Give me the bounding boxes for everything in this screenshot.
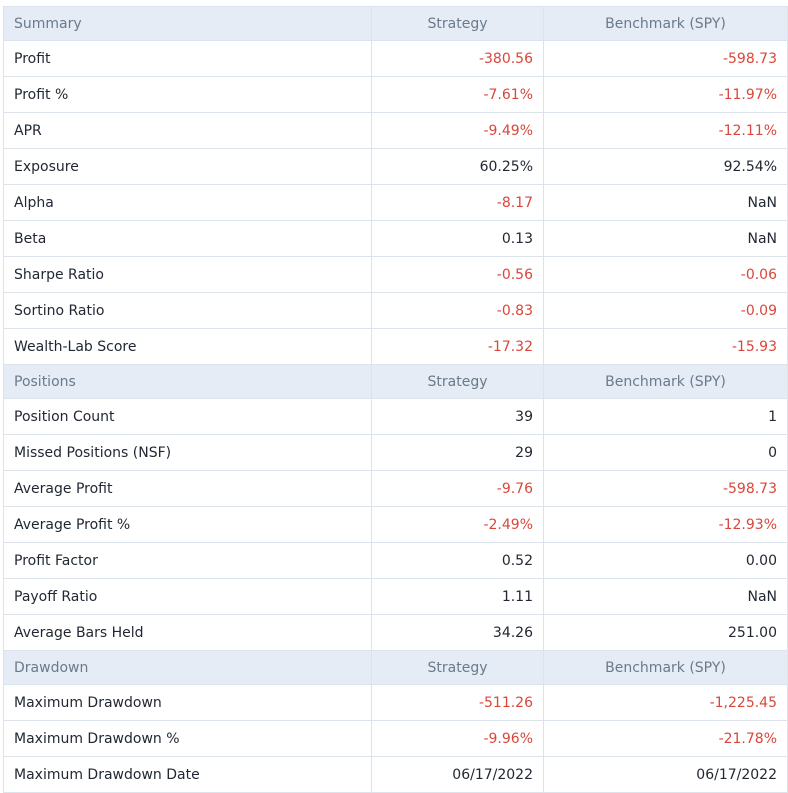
- strategy-value: -0.56: [371, 256, 544, 293]
- strategy-value: 0.13: [371, 220, 544, 257]
- column-header-strategy: Strategy: [371, 6, 544, 41]
- benchmark-value: 1: [543, 398, 788, 435]
- metric-label: Profit %: [3, 76, 372, 113]
- metric-label: Maximum Drawdown %: [3, 720, 372, 757]
- benchmark-value: -0.09: [543, 292, 788, 329]
- benchmark-value: -15.93: [543, 328, 788, 365]
- metric-label: Payoff Ratio: [3, 578, 372, 615]
- metric-label: Average Profit: [3, 470, 372, 507]
- table-row: Payoff Ratio 1.11 NaN: [3, 578, 788, 615]
- column-header-strategy: Strategy: [371, 364, 544, 399]
- table-row: Sharpe Ratio -0.56 -0.06: [3, 256, 788, 293]
- benchmark-value: NaN: [543, 220, 788, 257]
- strategy-value: -17.32: [371, 328, 544, 365]
- table-row: Alpha -8.17 NaN: [3, 184, 788, 221]
- strategy-value: -9.76: [371, 470, 544, 507]
- table-row: Position Count 39 1: [3, 398, 788, 435]
- metric-label: Maximum Drawdown Date: [3, 756, 372, 793]
- benchmark-value: -598.73: [543, 40, 788, 77]
- section-header-positions: Positions Strategy Benchmark (SPY): [3, 364, 788, 399]
- strategy-value: -8.17: [371, 184, 544, 221]
- section-title: Positions: [3, 364, 372, 399]
- metric-label: Maximum Drawdown: [3, 684, 372, 721]
- strategy-value: 1.11: [371, 578, 544, 615]
- benchmark-value: -0.06: [543, 256, 788, 293]
- table-row: Missed Positions (NSF) 29 0: [3, 434, 788, 471]
- benchmark-value: 92.54%: [543, 148, 788, 185]
- strategy-value: 06/17/2022: [371, 756, 544, 793]
- strategy-value: -0.83: [371, 292, 544, 329]
- strategy-value: -511.26: [371, 684, 544, 721]
- metric-label: Average Profit %: [3, 506, 372, 543]
- strategy-value: -9.96%: [371, 720, 544, 757]
- table-row: APR -9.49% -12.11%: [3, 112, 788, 149]
- table-row: Wealth-Lab Score -17.32 -15.93: [3, 328, 788, 365]
- benchmark-value: -12.93%: [543, 506, 788, 543]
- metric-label: Missed Positions (NSF): [3, 434, 372, 471]
- table-row: Average Profit -9.76 -598.73: [3, 470, 788, 507]
- strategy-value: 39: [371, 398, 544, 435]
- benchmark-value: -12.11%: [543, 112, 788, 149]
- strategy-value: 60.25%: [371, 148, 544, 185]
- strategy-value: -380.56: [371, 40, 544, 77]
- column-header-benchmark: Benchmark (SPY): [543, 6, 788, 41]
- table-row: Average Bars Held 34.26 251.00: [3, 614, 788, 651]
- metric-label: Beta: [3, 220, 372, 257]
- benchmark-value: 251.00: [543, 614, 788, 651]
- strategy-value: -2.49%: [371, 506, 544, 543]
- benchmark-value: NaN: [543, 184, 788, 221]
- section-header-drawdown: Drawdown Strategy Benchmark (SPY): [3, 650, 788, 685]
- section-header-summary: Summary Strategy Benchmark (SPY): [3, 6, 788, 41]
- table-row: Beta 0.13 NaN: [3, 220, 788, 257]
- benchmark-value: 06/17/2022: [543, 756, 788, 793]
- metric-label: Wealth-Lab Score: [3, 328, 372, 365]
- strategy-value: 34.26: [371, 614, 544, 651]
- performance-metrics-table: Summary Strategy Benchmark (SPY) Profit …: [3, 6, 788, 793]
- metric-label: Average Bars Held: [3, 614, 372, 651]
- strategy-value: -7.61%: [371, 76, 544, 113]
- benchmark-value: -21.78%: [543, 720, 788, 757]
- metric-label: Alpha: [3, 184, 372, 221]
- metric-label: Position Count: [3, 398, 372, 435]
- benchmark-value: 0.00: [543, 542, 788, 579]
- benchmark-value: 0: [543, 434, 788, 471]
- metric-label: Exposure: [3, 148, 372, 185]
- benchmark-value: -598.73: [543, 470, 788, 507]
- table-row: Exposure 60.25% 92.54%: [3, 148, 788, 185]
- table-row: Maximum Drawdown -511.26 -1,225.45: [3, 684, 788, 721]
- table-row: Average Profit % -2.49% -12.93%: [3, 506, 788, 543]
- benchmark-value: -1,225.45: [543, 684, 788, 721]
- strategy-value: -9.49%: [371, 112, 544, 149]
- metric-label: Profit Factor: [3, 542, 372, 579]
- metric-label: APR: [3, 112, 372, 149]
- metric-label: Sortino Ratio: [3, 292, 372, 329]
- strategy-value: 29: [371, 434, 544, 471]
- table-row: Profit Factor 0.52 0.00: [3, 542, 788, 579]
- metric-label: Sharpe Ratio: [3, 256, 372, 293]
- column-header-benchmark: Benchmark (SPY): [543, 364, 788, 399]
- table-row: Profit % -7.61% -11.97%: [3, 76, 788, 113]
- table-row: Maximum Drawdown Date 06/17/2022 06/17/2…: [3, 756, 788, 793]
- column-header-benchmark: Benchmark (SPY): [543, 650, 788, 685]
- table-row: Sortino Ratio -0.83 -0.09: [3, 292, 788, 329]
- benchmark-value: -11.97%: [543, 76, 788, 113]
- column-header-strategy: Strategy: [371, 650, 544, 685]
- table-row: Maximum Drawdown % -9.96% -21.78%: [3, 720, 788, 757]
- strategy-value: 0.52: [371, 542, 544, 579]
- benchmark-value: NaN: [543, 578, 788, 615]
- section-title: Drawdown: [3, 650, 372, 685]
- section-title: Summary: [3, 6, 372, 41]
- metric-label: Profit: [3, 40, 372, 77]
- table-row: Profit -380.56 -598.73: [3, 40, 788, 77]
